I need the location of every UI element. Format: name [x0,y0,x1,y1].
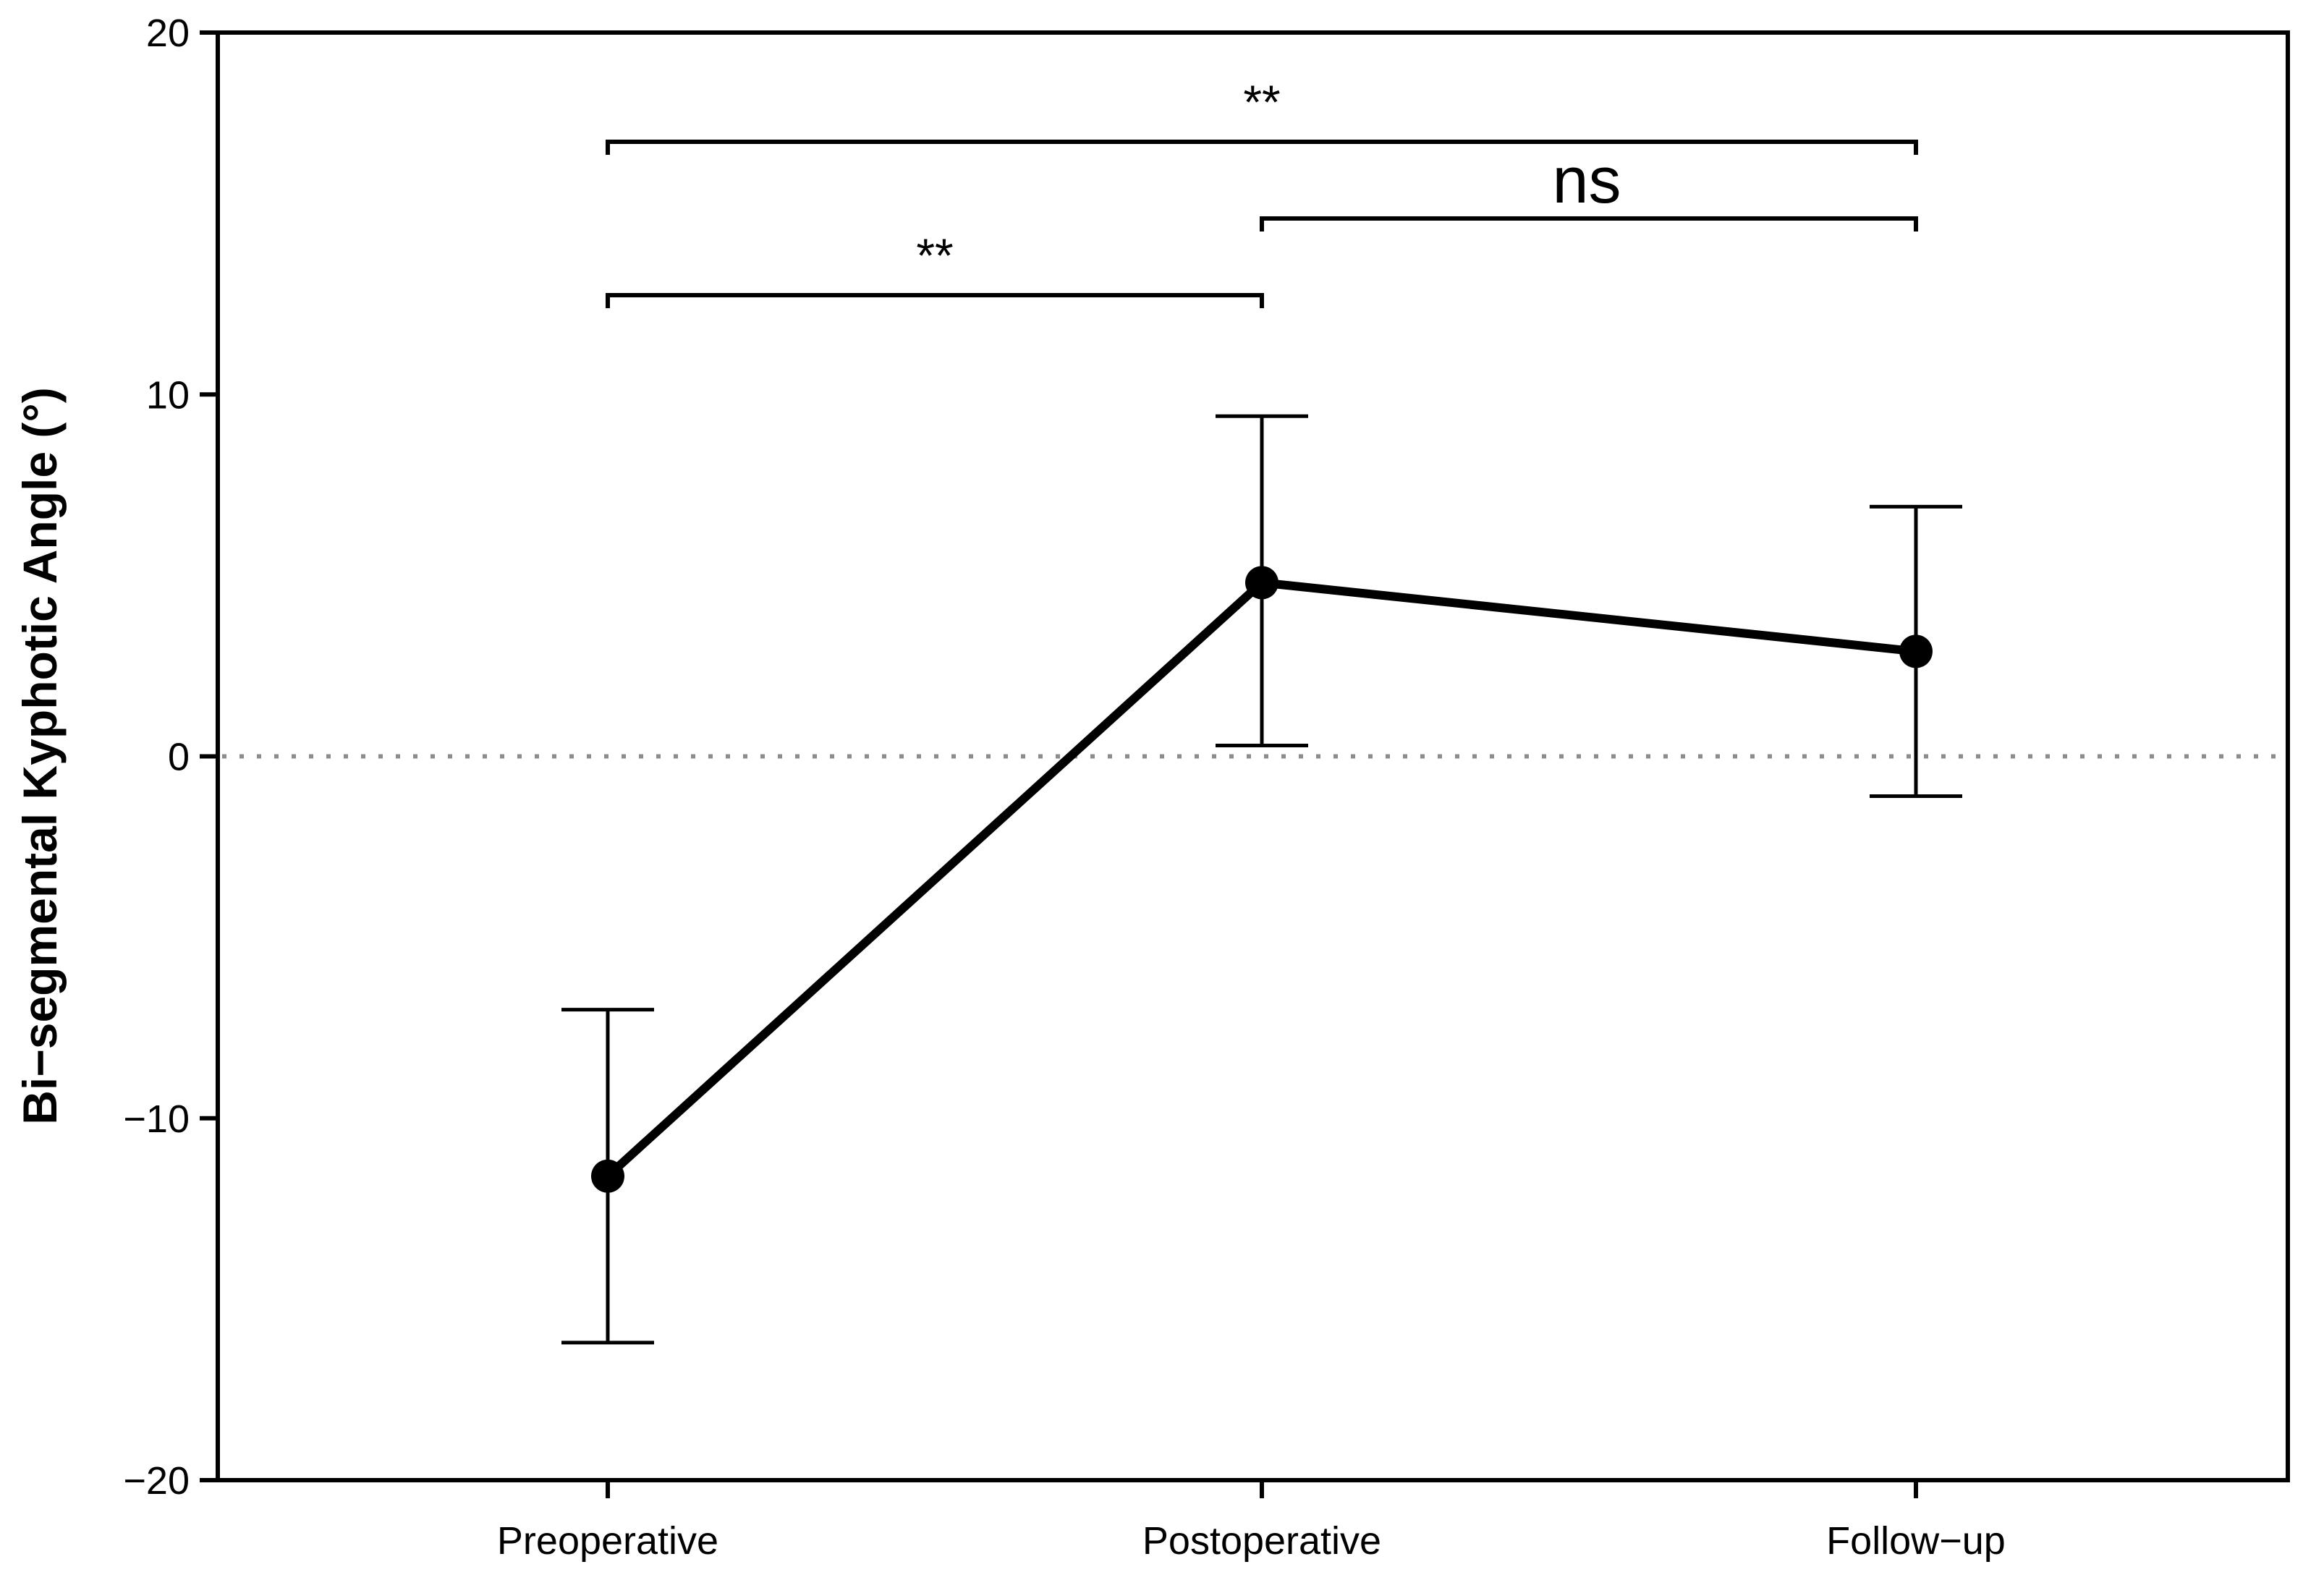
significance-bracket [606,140,1918,155]
data-point [1899,634,1933,668]
significance-brackets: ** ns ** [606,75,1918,308]
data-point [591,1159,624,1193]
y-tick-label: −20 [123,1459,190,1503]
significance-label: ** [1243,75,1280,129]
y-tick-label: 10 [146,373,190,417]
data-points [591,566,1933,1193]
x-axis: Preoperative Postoperative Follow−up [497,1480,2006,1563]
y-axis-title: Bi−segmental Kyphotic Angle (°) [13,387,67,1125]
error-bars [561,414,1962,1345]
y-axis: 20 10 0 −10 −20 [123,12,218,1503]
y-tick-label: −10 [123,1097,190,1141]
x-tick-label: Follow−up [1826,1519,2006,1563]
data-point [1245,566,1278,600]
y-tick-label: 0 [168,736,190,779]
x-tick-label: Preoperative [497,1519,718,1563]
significance-label: ** [916,229,953,282]
significance-bracket [1260,216,1918,232]
significance-bracket [606,293,1264,308]
x-tick-label: Postoperative [1142,1519,1381,1563]
y-tick-label: 20 [146,12,190,55]
significance-label: ns [1552,145,1621,217]
